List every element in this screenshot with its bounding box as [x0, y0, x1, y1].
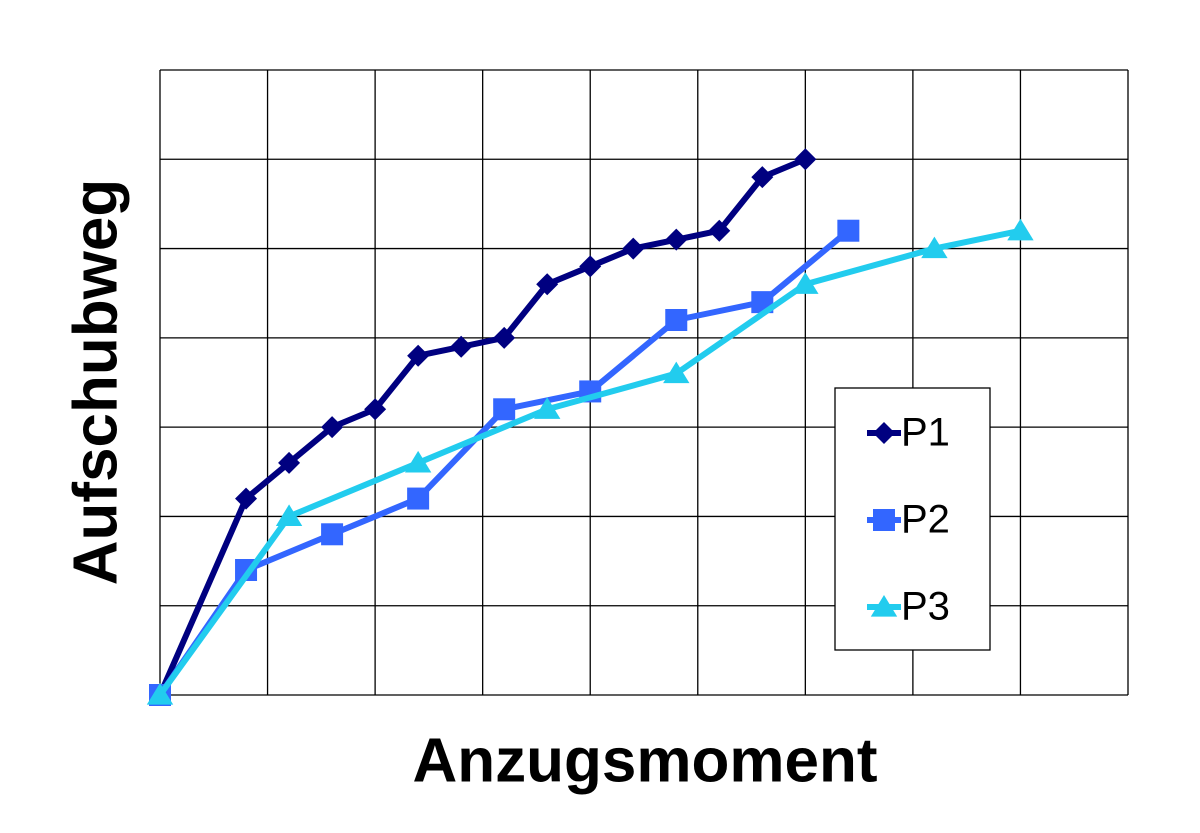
marker: [579, 255, 602, 278]
marker: [792, 272, 819, 294]
marker: [321, 416, 344, 439]
marker: [493, 398, 516, 421]
marker: [665, 309, 688, 331]
marker: [873, 509, 895, 531]
marker: [146, 683, 174, 705]
legend-label: P2: [901, 498, 950, 542]
x-axis-label: Anzugsmoment: [413, 726, 878, 795]
marker: [450, 335, 473, 358]
marker: [665, 228, 688, 251]
marker: [663, 361, 690, 384]
marker: [837, 219, 860, 242]
marker: [921, 236, 948, 259]
marker: [278, 451, 301, 474]
y-axis-label: Aufschubweg: [61, 179, 130, 585]
marker: [536, 273, 559, 296]
marker: [404, 450, 432, 473]
marker: [407, 344, 430, 367]
marker: [235, 487, 258, 510]
marker: [407, 487, 430, 510]
marker: [708, 219, 731, 242]
marker: [321, 523, 344, 546]
marker: [493, 326, 516, 349]
marker: [275, 504, 303, 527]
marker: [873, 422, 895, 444]
marker: [870, 595, 898, 617]
legend-label: P3: [901, 585, 950, 629]
marker: [534, 397, 561, 419]
legend-box: [834, 387, 991, 651]
marker: [751, 166, 774, 189]
marker: [364, 398, 387, 421]
marker: [1007, 218, 1034, 241]
series-line: [157, 227, 1022, 697]
legend-label: P1: [901, 411, 950, 455]
marker: [794, 148, 817, 171]
marker: [622, 237, 645, 260]
